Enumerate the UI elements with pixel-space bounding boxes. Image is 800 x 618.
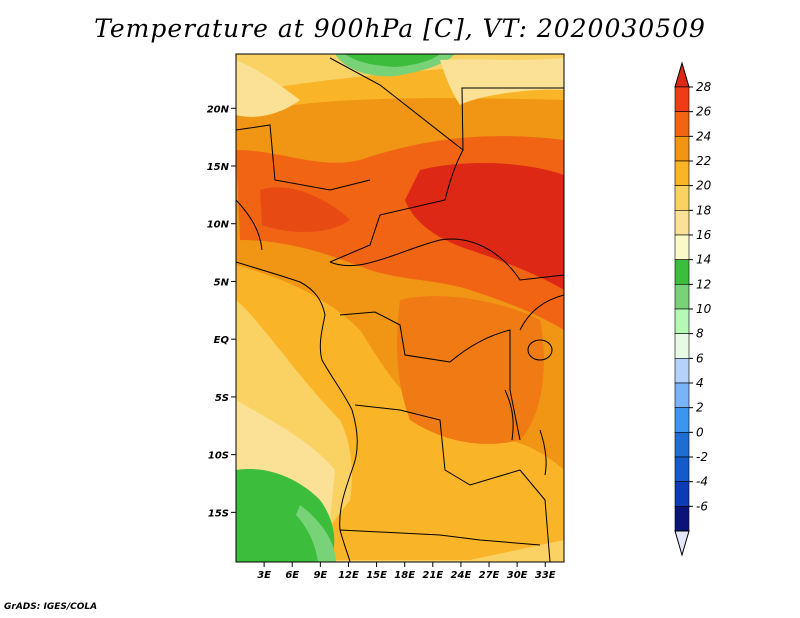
colorbar-label: 16 [696,228,712,242]
lat-tick-label: 5S [215,393,229,404]
lon-tick-label: 30E [507,570,528,581]
lakes [504,339,553,476]
grads-credit: GrADS: IGES/COLA [4,602,98,612]
lon-tick-label: 27E [479,570,500,581]
colorbar-swatch [674,111,690,137]
west-coastline [236,261,358,562]
colorbar-label: 12 [696,277,711,291]
field-28 [405,163,564,290]
colorbar-label: -4 [696,475,708,489]
lon-tick-label: 18E [394,570,415,581]
lon-tick-label: 6E [285,570,299,581]
colorbar-label: -2 [696,450,708,464]
angola-border [354,404,521,486]
colorbar-swatch [674,407,690,433]
colorbar-label: 22 [696,154,711,168]
field-14-sw [236,469,335,562]
lake-malawi [539,429,547,476]
lat-tick-label: 15N [207,162,230,173]
drc-east-border [449,329,521,441]
ghana-border [236,199,263,251]
chad-border [329,149,464,263]
colorbar-swatch [674,234,690,260]
colorbar-swatch [674,259,690,285]
colorbar-swatch [674,185,690,211]
temperature-field [236,54,564,562]
colorbar-label: -6 [696,499,708,513]
colorbar-label: 4 [696,376,704,390]
colorbar-label: 0 [696,425,704,439]
colorbar-swatch [674,456,690,482]
colorbar-bottom-arrow [674,530,690,557]
lon-tick-label: 15E [366,570,387,581]
field-18-ne [440,58,564,105]
field-24-basin [397,296,544,444]
lat-tick-label: 10S [208,451,229,462]
colorbar-swatch [674,333,690,359]
field-26-west [260,187,350,232]
colorbar-swatch [674,284,690,310]
lat-tick-label: 5N [214,277,230,288]
lon-tick-label: 24E [451,570,472,581]
lake-tanganyika [504,389,514,441]
congo-border [339,311,451,363]
lon-tick-label: 33E [535,570,556,581]
mozambique-border [519,469,551,562]
colorbar-label: 24 [696,129,711,143]
lon-tick-label: 21E [422,570,443,581]
colorbar-label: 20 [696,179,712,193]
lat-tick-label: 10N [207,220,230,231]
colorbar-swatch [674,160,690,186]
map-frame [235,53,565,563]
colorbar-swatch [674,382,690,408]
namibia-border [339,529,541,546]
colorbar-swatch [674,358,690,384]
field-12-sw [296,505,336,562]
colorbar-label: 6 [696,351,704,365]
colorbar-label: 14 [696,253,711,267]
field-18-nw [236,60,300,117]
lat-tick-label: EQ [214,335,230,346]
lat-tick-label: 20N [207,104,230,115]
field-14-north [345,54,440,67]
colorbar-label: 8 [696,327,704,341]
colorbar-top-arrow [674,61,690,88]
colorbar-swatch [674,86,690,112]
colorbar-swatch [674,308,690,334]
latitude-ticks: 20N 15N 10N 5N EQ 5S 10S 15S [207,104,236,519]
lon-tick-label: 9E [313,570,327,581]
lat-tick-label: 15S [208,508,229,519]
longitude-ticks: 3E 6E 9E 12E 15E 18E 21E 24E 27E 30E 33E [257,562,556,581]
colorbar-swatch [674,432,690,458]
colorbar-label: 10 [696,302,712,316]
map-title: Temperature at 900hPa [C], VT: 202003050… [94,14,706,43]
country-borders [236,57,564,562]
colorbar-swatch [674,210,690,236]
colorbar-label: 28 [696,80,712,94]
colorbar-label: 26 [696,105,712,119]
lon-tick-label: 3E [257,570,271,581]
lake-victoria [527,339,553,361]
colorbar-swatch [674,136,690,162]
car-border [329,238,564,281]
colorbar-swatch [674,506,690,532]
colorbar-swatch [674,481,690,507]
colorbar-label: 2 [696,401,704,415]
colorbar-label: 18 [696,203,712,217]
uganda-border [519,294,564,331]
niger-border [236,124,371,191]
lon-tick-label: 12E [338,570,359,581]
